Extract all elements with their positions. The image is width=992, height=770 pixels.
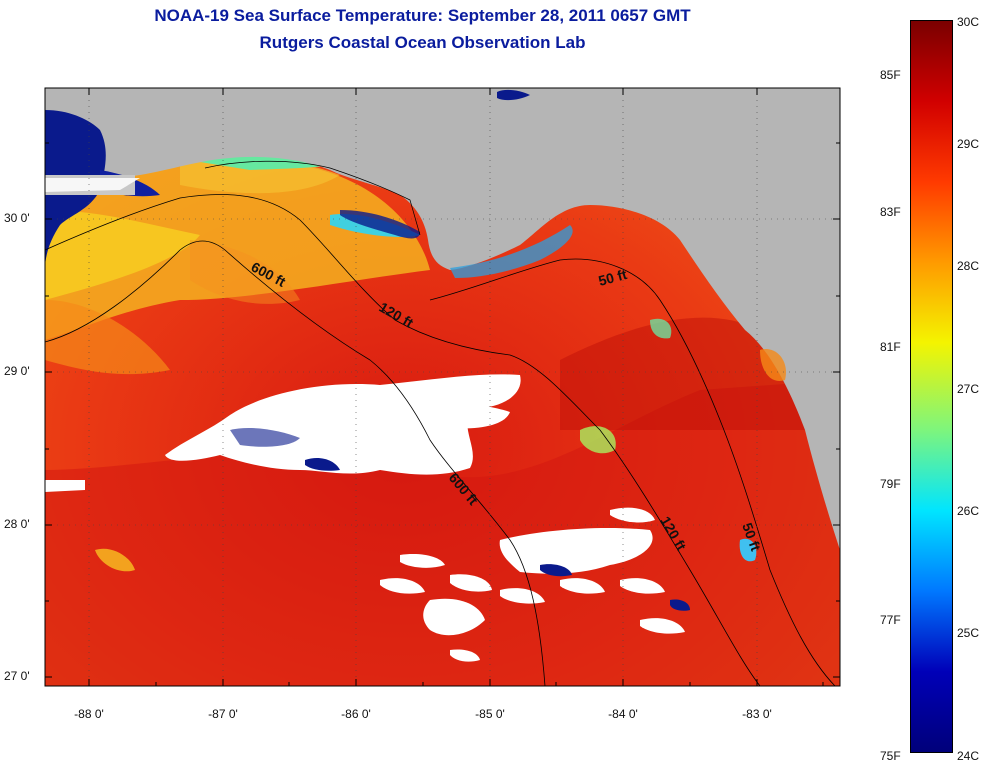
colorbar-label-75f: 75F bbox=[880, 749, 901, 763]
colorbar-label-77f: 77F bbox=[880, 613, 901, 627]
lon-label-88: -88 0' bbox=[74, 707, 104, 721]
colorbar-label-81f: 81F bbox=[880, 340, 901, 354]
colorbar-label-26c: 26C bbox=[957, 504, 980, 518]
colorbar-label-28c: 28C bbox=[957, 259, 980, 273]
lat-label-28: 28 0' bbox=[4, 517, 30, 531]
map-subtitle: Rutgers Coastal Ocean Observation Lab bbox=[259, 33, 586, 52]
colorbar-label-79f: 79F bbox=[880, 477, 901, 491]
temperature-colorbar bbox=[910, 20, 953, 753]
lon-label-83: -83 0' bbox=[742, 707, 772, 721]
colorbar-label-27c: 27C bbox=[957, 382, 980, 396]
lon-label-87: -87 0' bbox=[208, 707, 238, 721]
tick-marks bbox=[45, 88, 840, 686]
cool-shelf-water bbox=[45, 150, 430, 340]
colorbar-label-85f: 85F bbox=[880, 68, 901, 82]
cloud-mass-south bbox=[499, 528, 653, 574]
lat-label-30: 30 0' bbox=[4, 211, 30, 225]
map-frame bbox=[44, 87, 841, 687]
land-north bbox=[45, 88, 840, 550]
contour-50ft bbox=[429, 258, 836, 686]
lon-label-85: -85 0' bbox=[475, 707, 505, 721]
colorbar-label-83f: 83F bbox=[880, 205, 901, 219]
colorbar-label-25c: 25C bbox=[957, 626, 980, 640]
colorbar-label-29c: 29C bbox=[957, 137, 980, 151]
lat-label-29: 29 0' bbox=[4, 364, 30, 378]
contour-600ft bbox=[45, 240, 546, 686]
map-title: NOAA-19 Sea Surface Temperature: Septemb… bbox=[154, 6, 691, 25]
lat-label-27: 27 0' bbox=[4, 669, 30, 683]
contour-label-50-north: 50 ft bbox=[597, 266, 629, 289]
colorbar-label-24c: 24C bbox=[957, 749, 980, 763]
cloud-mass-west bbox=[165, 374, 521, 475]
colorbar-label-30c: 30C bbox=[957, 15, 980, 29]
lon-label-84: -84 0' bbox=[608, 707, 638, 721]
graticule bbox=[45, 88, 840, 686]
contour-120ft bbox=[45, 194, 761, 686]
lon-label-86: -86 0' bbox=[341, 707, 371, 721]
